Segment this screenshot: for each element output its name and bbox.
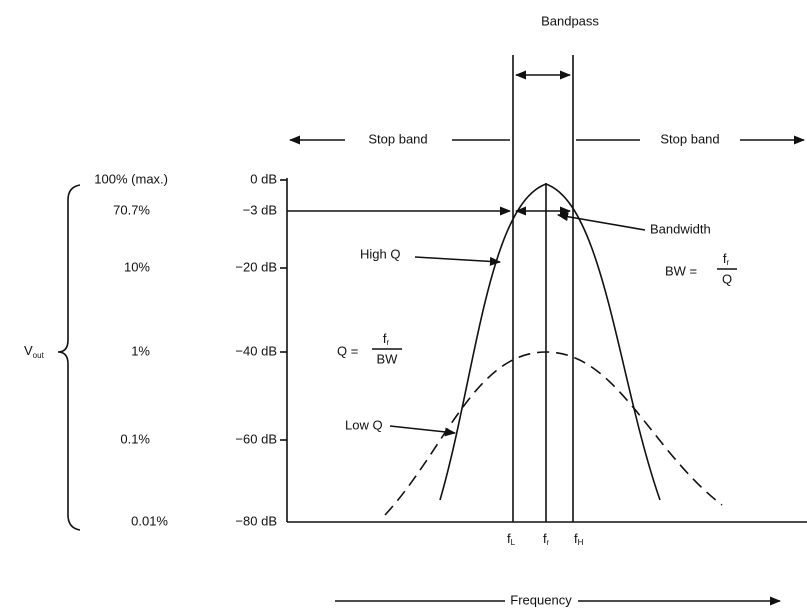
num-sub: r bbox=[726, 258, 729, 267]
q-den: BW bbox=[377, 351, 399, 366]
f-main: f bbox=[507, 531, 511, 546]
high-q-curve bbox=[439, 183, 661, 501]
f-label: fL bbox=[507, 531, 516, 547]
percent-label: 1% bbox=[131, 343, 150, 358]
percent-label: 70.7% bbox=[113, 202, 150, 217]
db-label: −20 dB bbox=[235, 259, 277, 274]
bracket bbox=[57, 184, 81, 531]
num-main: f bbox=[723, 251, 727, 266]
f-label: fr bbox=[543, 531, 550, 547]
y-label: Vout bbox=[24, 343, 45, 360]
percent-label: 0.01% bbox=[131, 513, 168, 528]
percent-label: 10% bbox=[124, 259, 150, 274]
f-main: f bbox=[543, 531, 547, 546]
f-sub: H bbox=[578, 538, 584, 547]
num-main: f bbox=[383, 331, 387, 346]
low-q-label: Low Q bbox=[345, 417, 383, 432]
db-label: −80 dB bbox=[235, 513, 277, 528]
bw-lhs: BW = bbox=[665, 263, 697, 278]
stop-band-right: Stop band bbox=[660, 131, 719, 146]
db-label: 0 dB bbox=[250, 171, 277, 186]
bw-num: fr bbox=[723, 251, 730, 267]
percent-label: 0.1% bbox=[120, 431, 150, 446]
y-label-sub: out bbox=[33, 351, 45, 360]
x-label: Frequency bbox=[510, 592, 572, 607]
bw-den: Q bbox=[722, 271, 732, 286]
high-q-label: High Q bbox=[360, 246, 400, 261]
num-sub: r bbox=[386, 338, 389, 347]
bandwidth-label: Bandwidth bbox=[650, 221, 711, 236]
leader bbox=[556, 212, 646, 231]
title: Bandpass bbox=[541, 13, 599, 28]
f-label: fH bbox=[574, 531, 584, 547]
db-label: −40 dB bbox=[235, 343, 277, 358]
db-label: −3 dB bbox=[243, 202, 277, 217]
leader bbox=[389, 425, 457, 437]
leader bbox=[414, 256, 502, 266]
db-label: −60 dB bbox=[235, 431, 277, 446]
percent-label: 100% (max.) bbox=[94, 171, 168, 186]
q-lhs: Q = bbox=[337, 343, 358, 358]
low-q-curve bbox=[384, 351, 723, 516]
stop-band-left: Stop band bbox=[368, 131, 427, 146]
q-num: fr bbox=[383, 331, 390, 347]
y-label-main: V bbox=[24, 343, 33, 358]
f-sub: L bbox=[511, 538, 516, 547]
f-main: f bbox=[574, 531, 578, 546]
f-sub: r bbox=[547, 538, 550, 547]
